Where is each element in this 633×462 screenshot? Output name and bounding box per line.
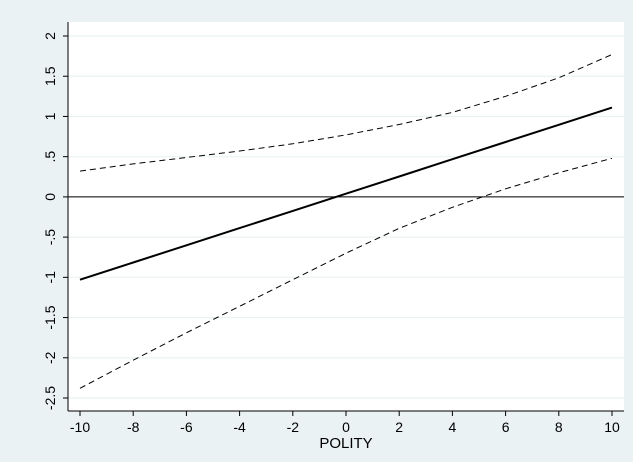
y-tick-label: 0 (42, 193, 58, 201)
x-tick-label: 8 (555, 419, 563, 435)
confidence-band-line-2 (79, 157, 613, 389)
y-tick-label: -.5 (42, 229, 58, 246)
y-tick-label: .5 (42, 151, 58, 163)
x-tick-label: 4 (449, 419, 457, 435)
x-tick-label: -4 (233, 419, 246, 435)
series-lines (79, 54, 613, 389)
y-axis-ticks: -2.5 -2 -1.5 -1 -.5 0 .5 1 1.5 2 (42, 32, 68, 410)
y-tick-label: 2 (42, 32, 58, 40)
y-tick-label: -2.5 (42, 386, 58, 410)
x-tick-label: -8 (127, 419, 140, 435)
x-tick-label: -2 (287, 419, 300, 435)
y-tick-label: -1 (42, 271, 58, 284)
x-tick-label: 0 (342, 419, 350, 435)
y-tick-label: 1.5 (42, 66, 58, 86)
y-tick-label: -2 (42, 351, 58, 364)
x-tick-label: -10 (70, 419, 90, 435)
y-tick-label: -1.5 (42, 305, 58, 329)
x-tick-label: 6 (502, 419, 510, 435)
x-axis-title: POLITY (319, 435, 372, 452)
x-tick-label: 10 (604, 419, 620, 435)
confidence-band-line-1 (79, 54, 613, 172)
x-axis-ticks: -10 -8 -6 -4 -2 0 2 4 6 8 10 (70, 411, 620, 435)
x-tick-label: -6 (180, 419, 193, 435)
x-tick-label: 2 (395, 419, 403, 435)
y-tick-label: 1 (42, 112, 58, 120)
plot-area (68, 22, 624, 411)
estimate-line (79, 106, 613, 281)
